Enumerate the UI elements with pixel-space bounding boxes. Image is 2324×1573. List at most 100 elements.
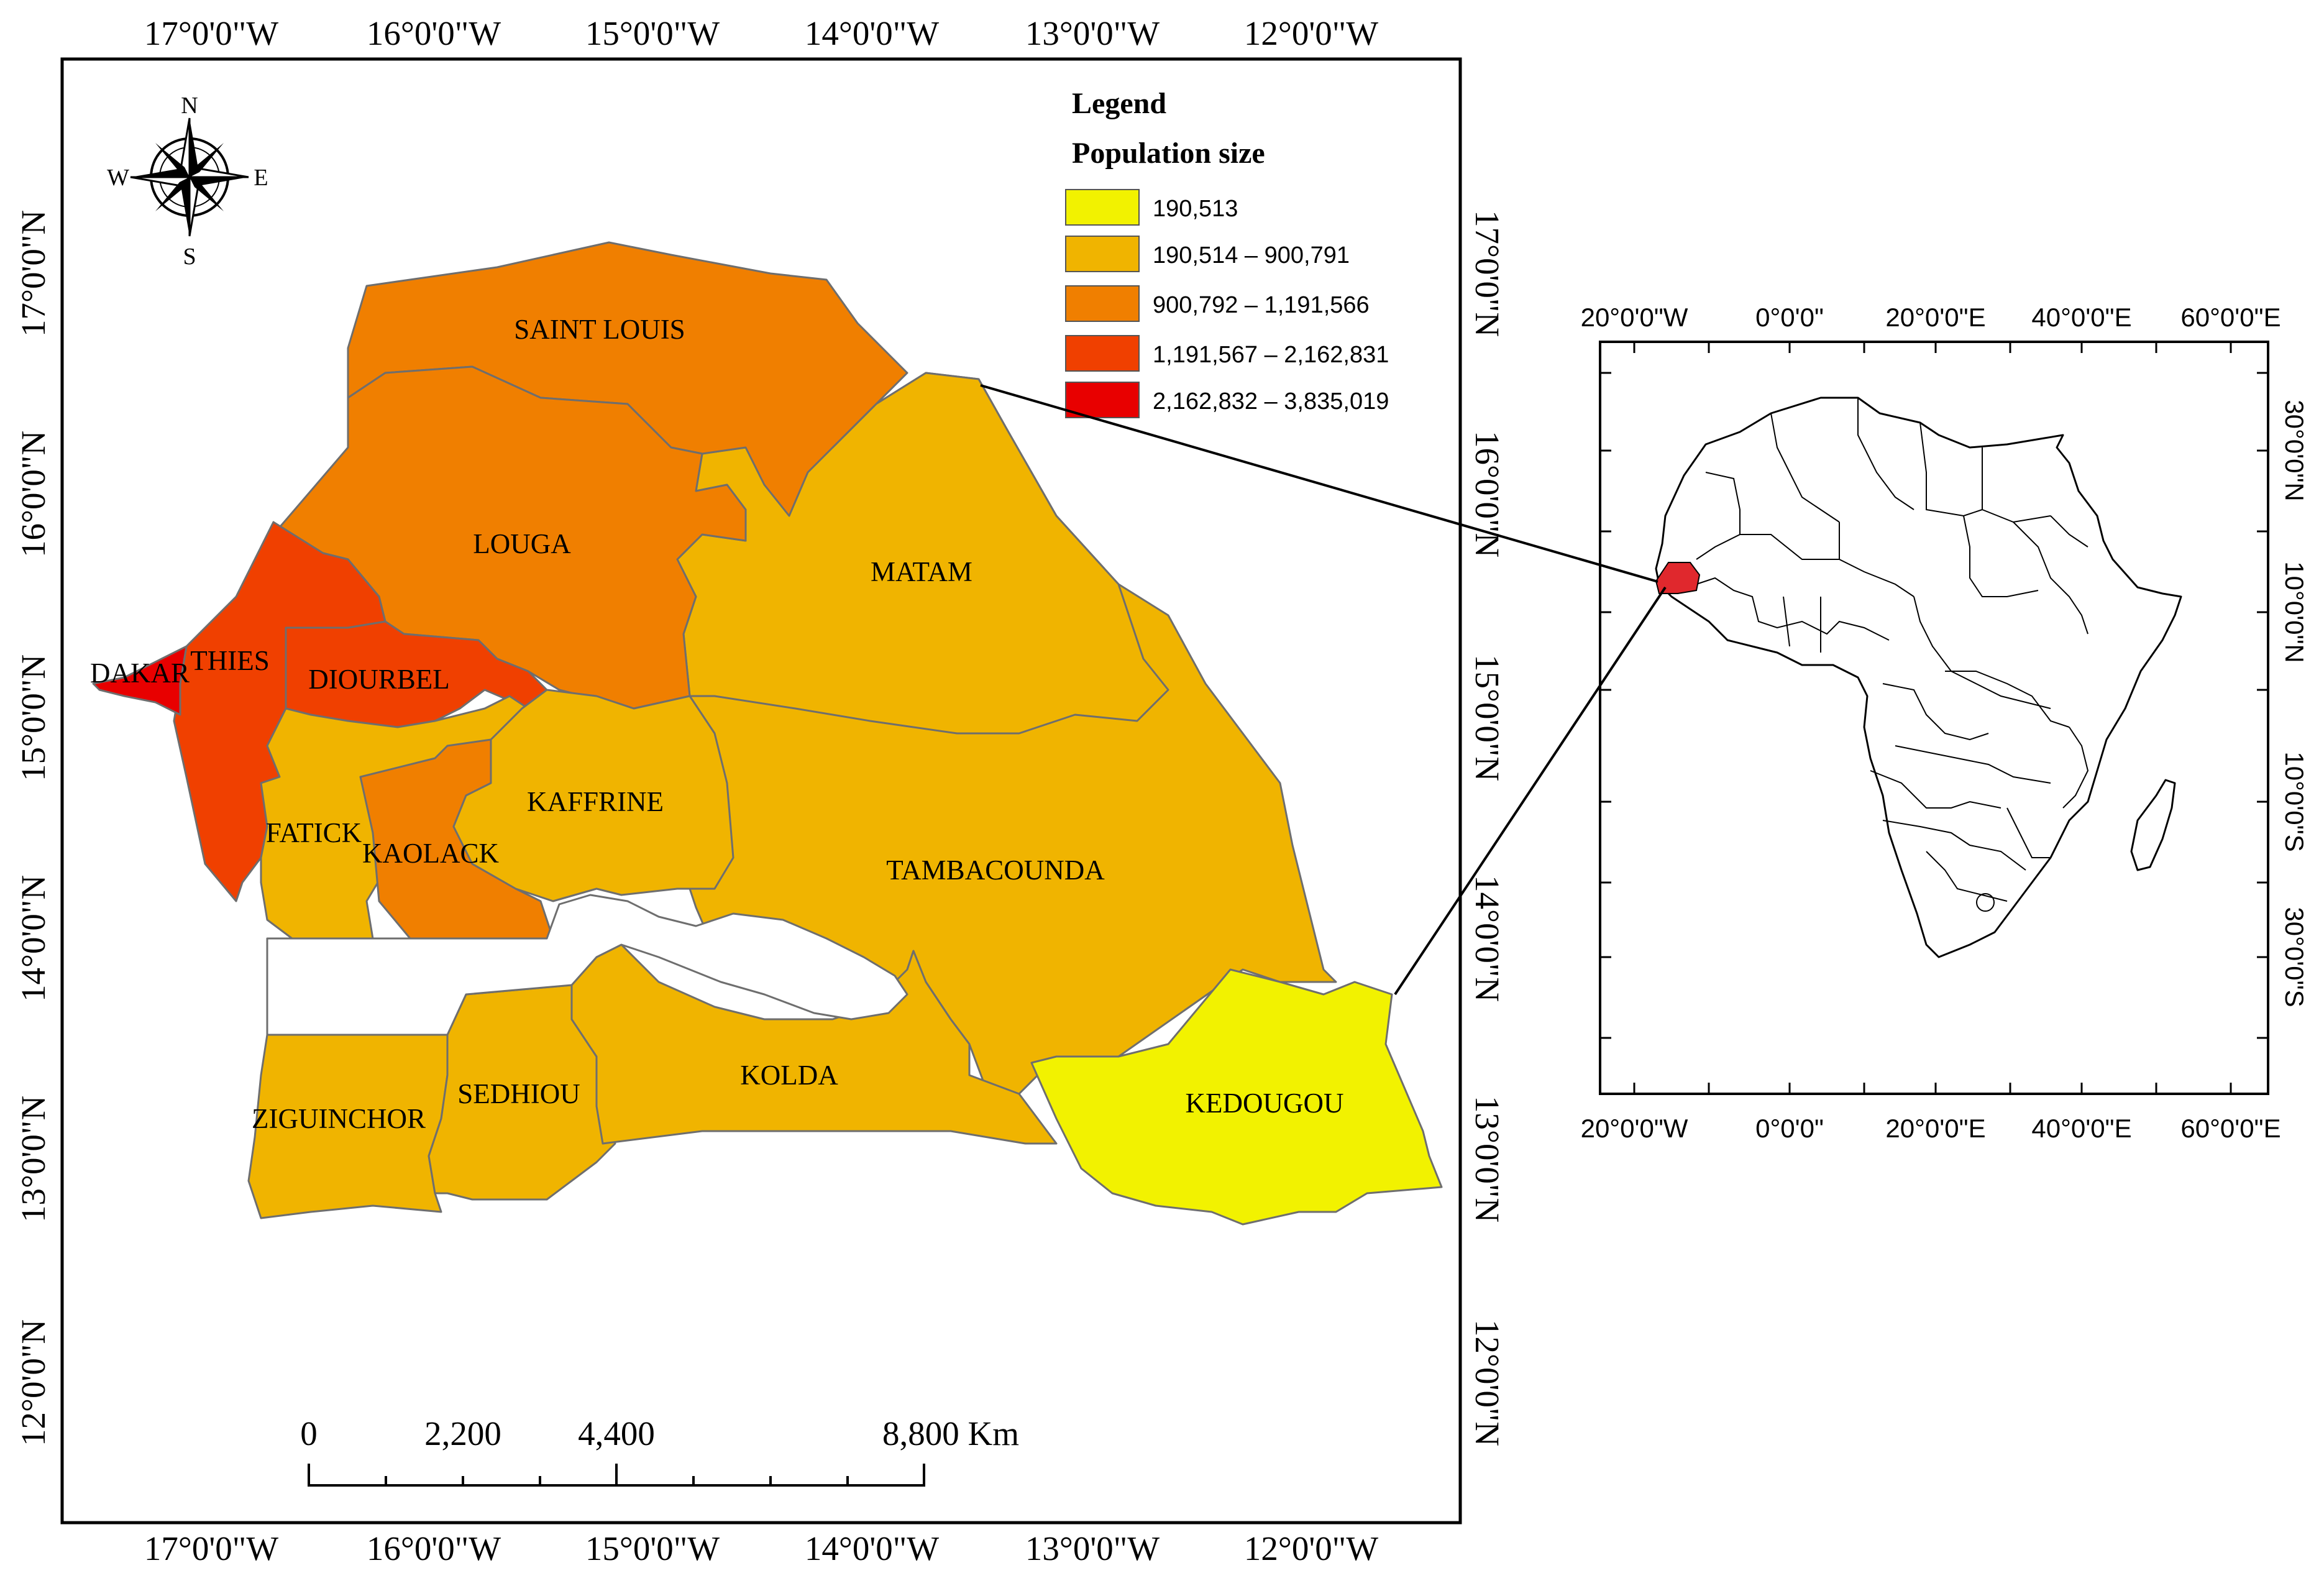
top-lon-label: 13°0'0"W — [1025, 14, 1160, 52]
inset-bottom-labels: 20°0'0"W 0°0'0" 20°0'0"E 40°0'0"E 60°0'0… — [1581, 1114, 2281, 1143]
region-kolda — [570, 943, 1058, 1145]
compass-point-e — [190, 177, 249, 186]
legend-item-label: 190,513 — [1153, 196, 1238, 222]
region-label-kaffrine: KAFFRINE — [527, 786, 664, 817]
region-label-thies: THIES — [190, 645, 270, 676]
top-lon-label: 17°0'0"W — [144, 14, 278, 52]
inset-top-label: 20°0'0"W — [1581, 303, 1688, 332]
madagascar — [2130, 779, 2176, 871]
legend-swatch — [1065, 382, 1140, 418]
region-labels: SAINT LOUIS LOUGA MATAM DAKAR THIES DIOU… — [90, 314, 1344, 1134]
compass-point-s — [181, 177, 190, 236]
connector-line-top — [980, 384, 1658, 583]
compass-point-ne — [190, 143, 224, 177]
inset-top-label: 40°0'0"E — [2031, 303, 2131, 332]
compass-rose: N S E W — [107, 93, 268, 270]
bottom-longitude-labels: 17°0'0"W 16°0'0"W 15°0'0"W 14°0'0"W 13°0… — [144, 1529, 1378, 1567]
right-lat-label: 13°0'0"N — [1468, 1096, 1506, 1222]
inset-right-labels: 30°0'0"N 10°0'0"N 10°0'0"S 30°0'0"S — [2280, 400, 2309, 1007]
africa-continent — [1655, 397, 2182, 958]
inset-frame-ticks — [1600, 342, 2268, 1094]
legend-swatch — [1065, 285, 1140, 322]
region-kaffrine — [452, 689, 734, 902]
scale-bar: 0 2,200 4,400 8,800 Km — [300, 1415, 1019, 1487]
legend-subtitle: Population size — [1072, 137, 1265, 170]
lesotho — [1976, 893, 1995, 912]
inset-top-label: 0°0'0" — [1755, 303, 1824, 332]
left-lat-label: 16°0'0"N — [14, 431, 52, 557]
inset-bottom-label: 40°0'0"E — [2031, 1114, 2131, 1143]
scale-label: 2,200 — [424, 1415, 501, 1452]
region-label-sedhiou: SEDHIOU — [457, 1078, 580, 1109]
legend-item-label: 2,162,832 – 3,835,019 — [1153, 388, 1389, 415]
scale-bar-ticks — [308, 1464, 925, 1487]
legend-item-label: 190,514 – 900,791 — [1153, 242, 1350, 268]
top-lon-label: 16°0'0"W — [367, 14, 501, 52]
region-label-tambacounda: TAMBACOUNDA — [886, 855, 1105, 886]
region-label-kolda: KOLDA — [740, 1060, 838, 1091]
region-label-ziguinchor: ZIGUINCHOR — [252, 1103, 426, 1134]
legend-title: Legend — [1072, 87, 1166, 120]
region-label-diourbel: DIOURBEL — [308, 664, 449, 695]
gambia-enclave — [266, 894, 908, 1036]
inset-bottom-label: 20°0'0"W — [1581, 1114, 1688, 1143]
region-kedougou — [1030, 968, 1443, 1226]
right-lat-label: 15°0'0"N — [1468, 654, 1506, 781]
compass-point-w — [130, 168, 190, 177]
compass-s-label: S — [183, 244, 196, 270]
region-label-kaolack: KAOLACK — [362, 838, 499, 869]
region-dakar — [92, 645, 188, 716]
inset-top-label: 20°0'0"E — [1885, 303, 1985, 332]
top-longitude-labels: 17°0'0"W 16°0'0"W 15°0'0"W 14°0'0"W 13°0… — [144, 14, 1378, 52]
inset-right-label: 10°0'0"S — [2280, 751, 2309, 851]
legend-swatch — [1065, 335, 1140, 372]
inset-right-label: 30°0'0"N — [2280, 400, 2309, 502]
legend-item-label: 1,191,567 – 2,162,831 — [1153, 342, 1389, 368]
scale-label: 0 — [300, 1415, 318, 1452]
region-label-saint-louis: SAINT LOUIS — [514, 314, 685, 345]
africa-outline — [1655, 397, 2182, 958]
region-label-fatick: FATICK — [266, 817, 362, 848]
region-label-kedougou: KEDOUGOU — [1186, 1088, 1344, 1119]
right-lat-label: 16°0'0"N — [1468, 431, 1506, 557]
compass-point-n — [190, 118, 198, 177]
compass-point-se — [190, 177, 224, 211]
legend: Legend Population size 190,513 190,514 –… — [1065, 87, 1389, 418]
bottom-lon-label: 15°0'0"W — [585, 1529, 720, 1567]
legend-swatch — [1065, 189, 1140, 226]
inset-right-label: 10°0'0"N — [2280, 561, 2309, 663]
top-lon-label: 14°0'0"W — [805, 14, 939, 52]
right-latitude-labels: 17°0'0"N 16°0'0"N 15°0'0"N 14°0'0"N 13°0… — [1468, 210, 1506, 1446]
left-lat-label: 17°0'0"N — [14, 210, 52, 337]
inset-right-label: 30°0'0"S — [2280, 907, 2309, 1007]
legend-item-label: 900,792 – 1,191,566 — [1153, 292, 1370, 318]
top-lon-label: 12°0'0"W — [1244, 14, 1378, 52]
left-lat-label: 14°0'0"N — [14, 875, 52, 1002]
left-latitude-labels: 17°0'0"N 16°0'0"N 15°0'0"N 14°0'0"N 13°0… — [14, 210, 52, 1446]
compass-point-nw — [155, 143, 190, 177]
senegal-regions — [92, 241, 1443, 1226]
bottom-lon-label: 16°0'0"W — [367, 1529, 501, 1567]
region-label-matam: MATAM — [871, 556, 972, 587]
top-lon-label: 15°0'0"W — [585, 14, 720, 52]
scale-label: 8,800 Km — [882, 1415, 1019, 1452]
compass-n-label: N — [181, 93, 198, 119]
bottom-lon-label: 14°0'0"W — [805, 1529, 939, 1567]
legend-swatch — [1065, 236, 1140, 272]
inset-bottom-label: 20°0'0"E — [1885, 1114, 1985, 1143]
inset-top-label: 60°0'0"E — [2180, 303, 2281, 332]
left-lat-label: 15°0'0"N — [14, 654, 52, 781]
right-lat-label: 17°0'0"N — [1468, 210, 1506, 337]
connector-line-bottom — [1394, 586, 1667, 996]
right-lat-label: 12°0'0"N — [1468, 1319, 1506, 1446]
africa-country-borders — [1696, 398, 2089, 912]
compass-point-sw — [155, 177, 190, 211]
compass-w-label: W — [107, 165, 129, 191]
left-lat-label: 13°0'0"N — [14, 1096, 52, 1222]
bottom-lon-label: 13°0'0"W — [1025, 1529, 1160, 1567]
scale-label: 4,400 — [578, 1415, 655, 1452]
inset-bottom-label: 60°0'0"E — [2180, 1114, 2281, 1143]
inset-top-labels: 20°0'0"W 0°0'0" 20°0'0"E 40°0'0"E 60°0'0… — [1581, 303, 2281, 332]
inset-connector-lines — [980, 384, 1667, 996]
